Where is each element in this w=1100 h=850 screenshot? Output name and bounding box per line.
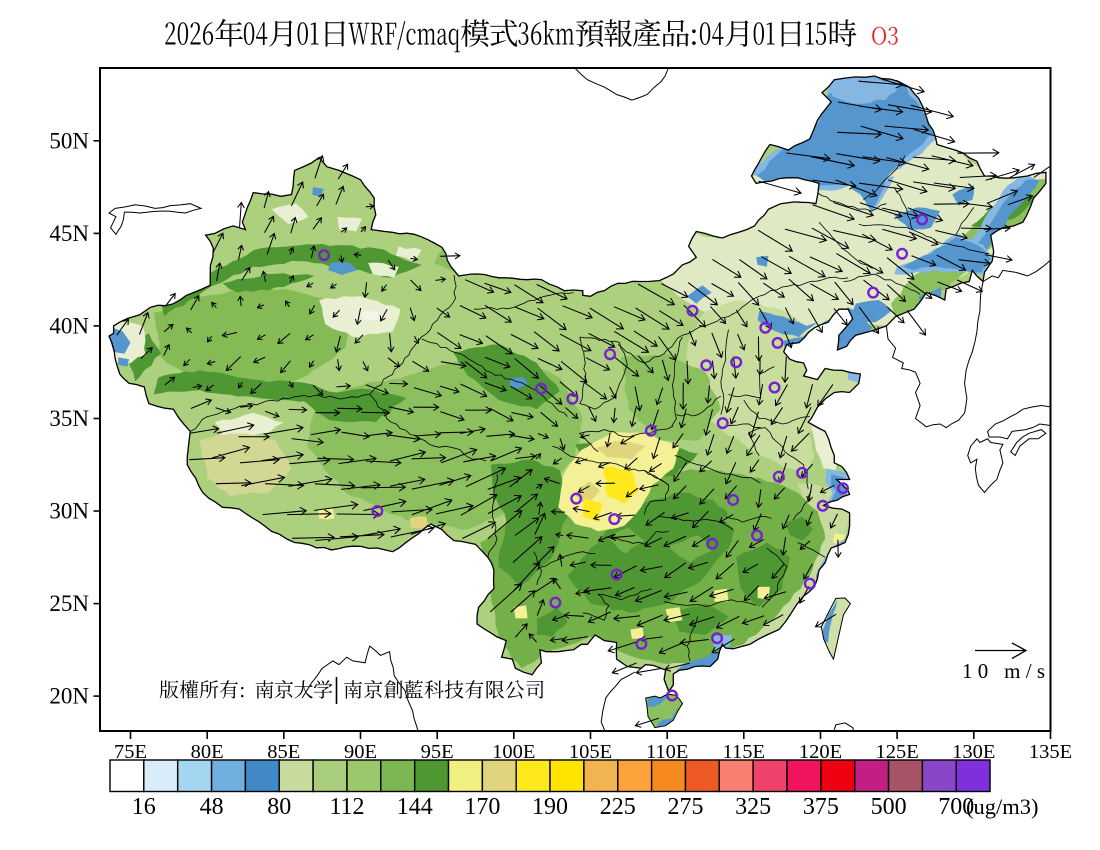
svg-text:80: 80 <box>267 794 291 820</box>
svg-text:45N: 45N <box>49 221 89 246</box>
svg-text:190: 190 <box>532 794 568 820</box>
svg-text:275: 275 <box>668 794 704 820</box>
svg-text:85E: 85E <box>267 741 300 763</box>
svg-text:(ug/m3): (ug/m3) <box>966 794 1039 819</box>
svg-text:325: 325 <box>735 794 771 820</box>
svg-text:115E: 115E <box>723 741 766 763</box>
svg-text:375: 375 <box>803 794 839 820</box>
svg-text:95E: 95E <box>421 741 454 763</box>
svg-text:105E: 105E <box>569 741 612 763</box>
svg-text:48: 48 <box>200 794 224 820</box>
svg-text:90E: 90E <box>344 741 377 763</box>
svg-text:16: 16 <box>132 794 156 820</box>
svg-text:110E: 110E <box>646 741 689 763</box>
svg-text:100E: 100E <box>492 741 535 763</box>
svg-text:125E: 125E <box>875 741 918 763</box>
svg-text:50N: 50N <box>49 128 89 153</box>
svg-text:30N: 30N <box>49 499 89 524</box>
svg-text:225: 225 <box>600 794 636 820</box>
svg-text:75E: 75E <box>114 741 147 763</box>
svg-text:700: 700 <box>938 794 974 820</box>
svg-text:500: 500 <box>871 794 907 820</box>
svg-text:112: 112 <box>329 794 364 820</box>
svg-text:120E: 120E <box>799 741 842 763</box>
svg-text:135E: 135E <box>1029 741 1072 763</box>
svg-text:130E: 130E <box>952 741 995 763</box>
svg-text:144: 144 <box>397 794 433 820</box>
svg-text:20N: 20N <box>49 684 89 709</box>
svg-text:40N: 40N <box>49 313 89 338</box>
svg-text:35N: 35N <box>49 406 89 431</box>
svg-text:170: 170 <box>464 794 500 820</box>
svg-text:25N: 25N <box>49 591 89 616</box>
svg-text:80E: 80E <box>191 741 224 763</box>
